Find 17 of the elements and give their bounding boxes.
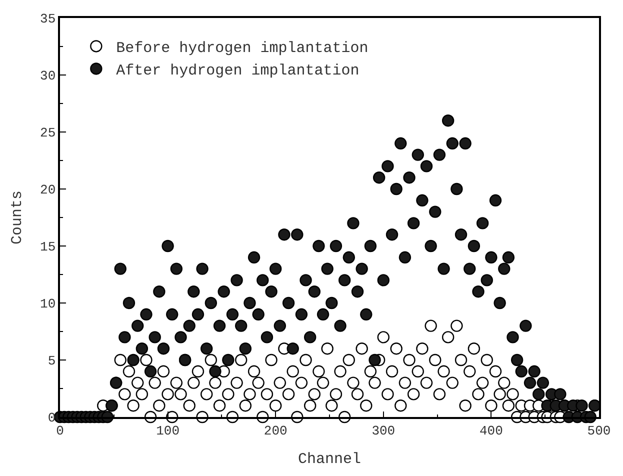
x-tick-label: 500 [587, 423, 611, 438]
x-tick-label: 400 [479, 423, 503, 438]
y-tick-label: 5 [48, 354, 56, 369]
x-tick-label: 100 [156, 423, 180, 438]
x-tick-label: 300 [372, 423, 396, 438]
y-tick-label: 20 [40, 182, 56, 198]
y-tick-label: 15 [40, 240, 56, 255]
y-axis-title: Counts [8, 190, 26, 245]
y-tick-label: 30 [40, 68, 56, 84]
y-tick-label: 0 [48, 410, 56, 426]
y-tick-label: 25 [40, 126, 56, 141]
x-axis-title: Channel [298, 450, 362, 468]
legend-label: Before hydrogen implantation [116, 40, 368, 58]
x-tick-label: 200 [264, 423, 288, 438]
y-tick-label: 35 [40, 12, 56, 27]
legend-label: After hydrogen implantation [116, 62, 360, 80]
y-tick-label: 10 [40, 296, 56, 312]
